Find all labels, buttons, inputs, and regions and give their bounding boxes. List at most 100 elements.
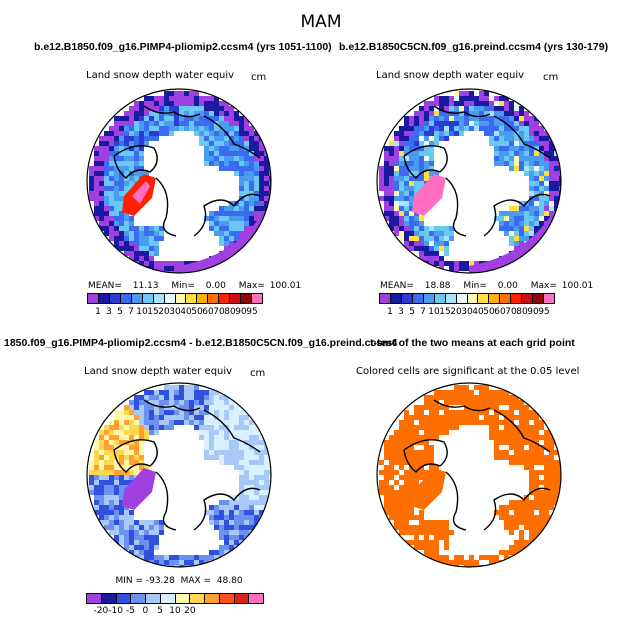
grid-cell xyxy=(414,435,419,440)
grid-cell xyxy=(459,261,464,266)
grid-cell xyxy=(504,106,509,111)
grid-cell xyxy=(234,415,239,420)
grid-cell xyxy=(499,515,504,520)
grid-cell xyxy=(539,500,544,505)
grid-cell xyxy=(454,390,459,395)
grid-cell xyxy=(239,505,244,510)
coastline xyxy=(403,145,448,179)
grid-cell xyxy=(139,236,144,241)
grid-cell xyxy=(414,141,419,146)
grid-cell xyxy=(239,420,244,425)
grid-cell xyxy=(239,151,244,156)
grid-cell xyxy=(479,390,484,395)
panel-2-title: b.e12.B1850C5CN.f09_g16.preind.ccsm4 (yr… xyxy=(339,41,609,53)
grid-cell xyxy=(514,116,519,121)
grid-cell xyxy=(99,216,104,221)
grid-cell xyxy=(254,450,259,455)
grid-cell xyxy=(409,236,414,241)
grid-cell xyxy=(444,261,449,266)
grid-cell xyxy=(219,121,224,126)
grid-cell xyxy=(509,415,514,420)
grid-cell xyxy=(424,540,429,545)
grid-cell xyxy=(549,181,554,186)
grid-cell xyxy=(379,166,384,171)
coastline xyxy=(483,193,551,237)
grid-cell xyxy=(259,520,264,525)
grid-cell xyxy=(389,146,394,151)
grid-cell xyxy=(384,151,389,156)
grid-cell xyxy=(444,131,449,136)
grid-cell xyxy=(184,385,189,390)
colorbar-tick-label: 1 xyxy=(387,307,393,317)
grid-cell xyxy=(244,520,249,525)
grid-cell xyxy=(434,520,439,525)
grid-cell xyxy=(219,116,224,121)
grid-cell xyxy=(504,400,509,405)
grid-cell xyxy=(154,415,159,420)
grid-cell xyxy=(394,221,399,226)
grid-cell xyxy=(174,395,179,400)
grid-cell xyxy=(429,555,434,560)
grid-cell xyxy=(514,211,519,216)
grid-cell xyxy=(434,465,439,470)
grid-cell xyxy=(219,221,224,226)
grid-cell xyxy=(199,420,204,425)
grid-cell xyxy=(124,181,129,186)
grid-cell xyxy=(124,126,129,131)
grid-cell xyxy=(484,101,489,106)
grid-cell xyxy=(459,415,464,420)
grid-cell xyxy=(209,550,214,555)
grid-cell xyxy=(114,515,119,520)
grid-cell xyxy=(209,555,214,560)
grid-cell xyxy=(179,555,184,560)
grid-cell xyxy=(534,246,539,251)
grid-cell xyxy=(174,390,179,395)
grid-cell xyxy=(519,425,524,430)
grid-cell xyxy=(549,196,554,201)
grid-cell xyxy=(89,191,94,196)
grid-cell xyxy=(184,101,189,106)
grid-cell xyxy=(459,395,464,400)
grid-cell xyxy=(259,450,264,455)
grid-cell xyxy=(239,141,244,146)
grid-cell xyxy=(129,226,134,231)
grid-cell xyxy=(104,525,109,530)
grid-cell xyxy=(249,490,254,495)
grid-cell xyxy=(469,405,474,410)
grid-cell xyxy=(404,420,409,425)
grid-cell xyxy=(399,475,404,480)
grid-cell xyxy=(114,206,119,211)
grid-cell xyxy=(499,430,504,435)
grid-cell xyxy=(389,141,394,146)
grid-cell xyxy=(259,181,264,186)
grid-cell xyxy=(239,445,244,450)
grid-cell xyxy=(509,425,514,430)
grid-cell xyxy=(239,520,244,525)
grid-cell xyxy=(259,226,264,231)
grid-cell xyxy=(164,410,169,415)
grid-cell xyxy=(529,430,534,435)
grid-cell xyxy=(469,410,474,415)
grid-cell xyxy=(259,176,264,181)
grid-cell xyxy=(114,116,119,121)
grid-cell xyxy=(474,106,479,111)
grid-cell xyxy=(129,530,134,535)
grid-cell xyxy=(214,156,219,161)
grid-cell xyxy=(154,425,159,430)
grid-cell xyxy=(179,126,184,131)
grid-cell xyxy=(489,415,494,420)
grid-cell xyxy=(514,540,519,545)
grid-cell xyxy=(104,500,109,505)
grid-cell xyxy=(204,121,209,126)
grid-cell xyxy=(219,236,224,241)
grid-cell xyxy=(229,106,234,111)
grid-cell xyxy=(499,131,504,136)
grid-cell xyxy=(434,131,439,136)
grid-cell xyxy=(159,126,164,131)
grid-cell xyxy=(524,171,529,176)
grid-cell xyxy=(169,425,174,430)
colorbar-swatch xyxy=(390,294,402,303)
grid-cell xyxy=(449,410,454,415)
colorbar-tick-label: 90 xyxy=(235,307,247,317)
grid-cell xyxy=(224,520,229,525)
